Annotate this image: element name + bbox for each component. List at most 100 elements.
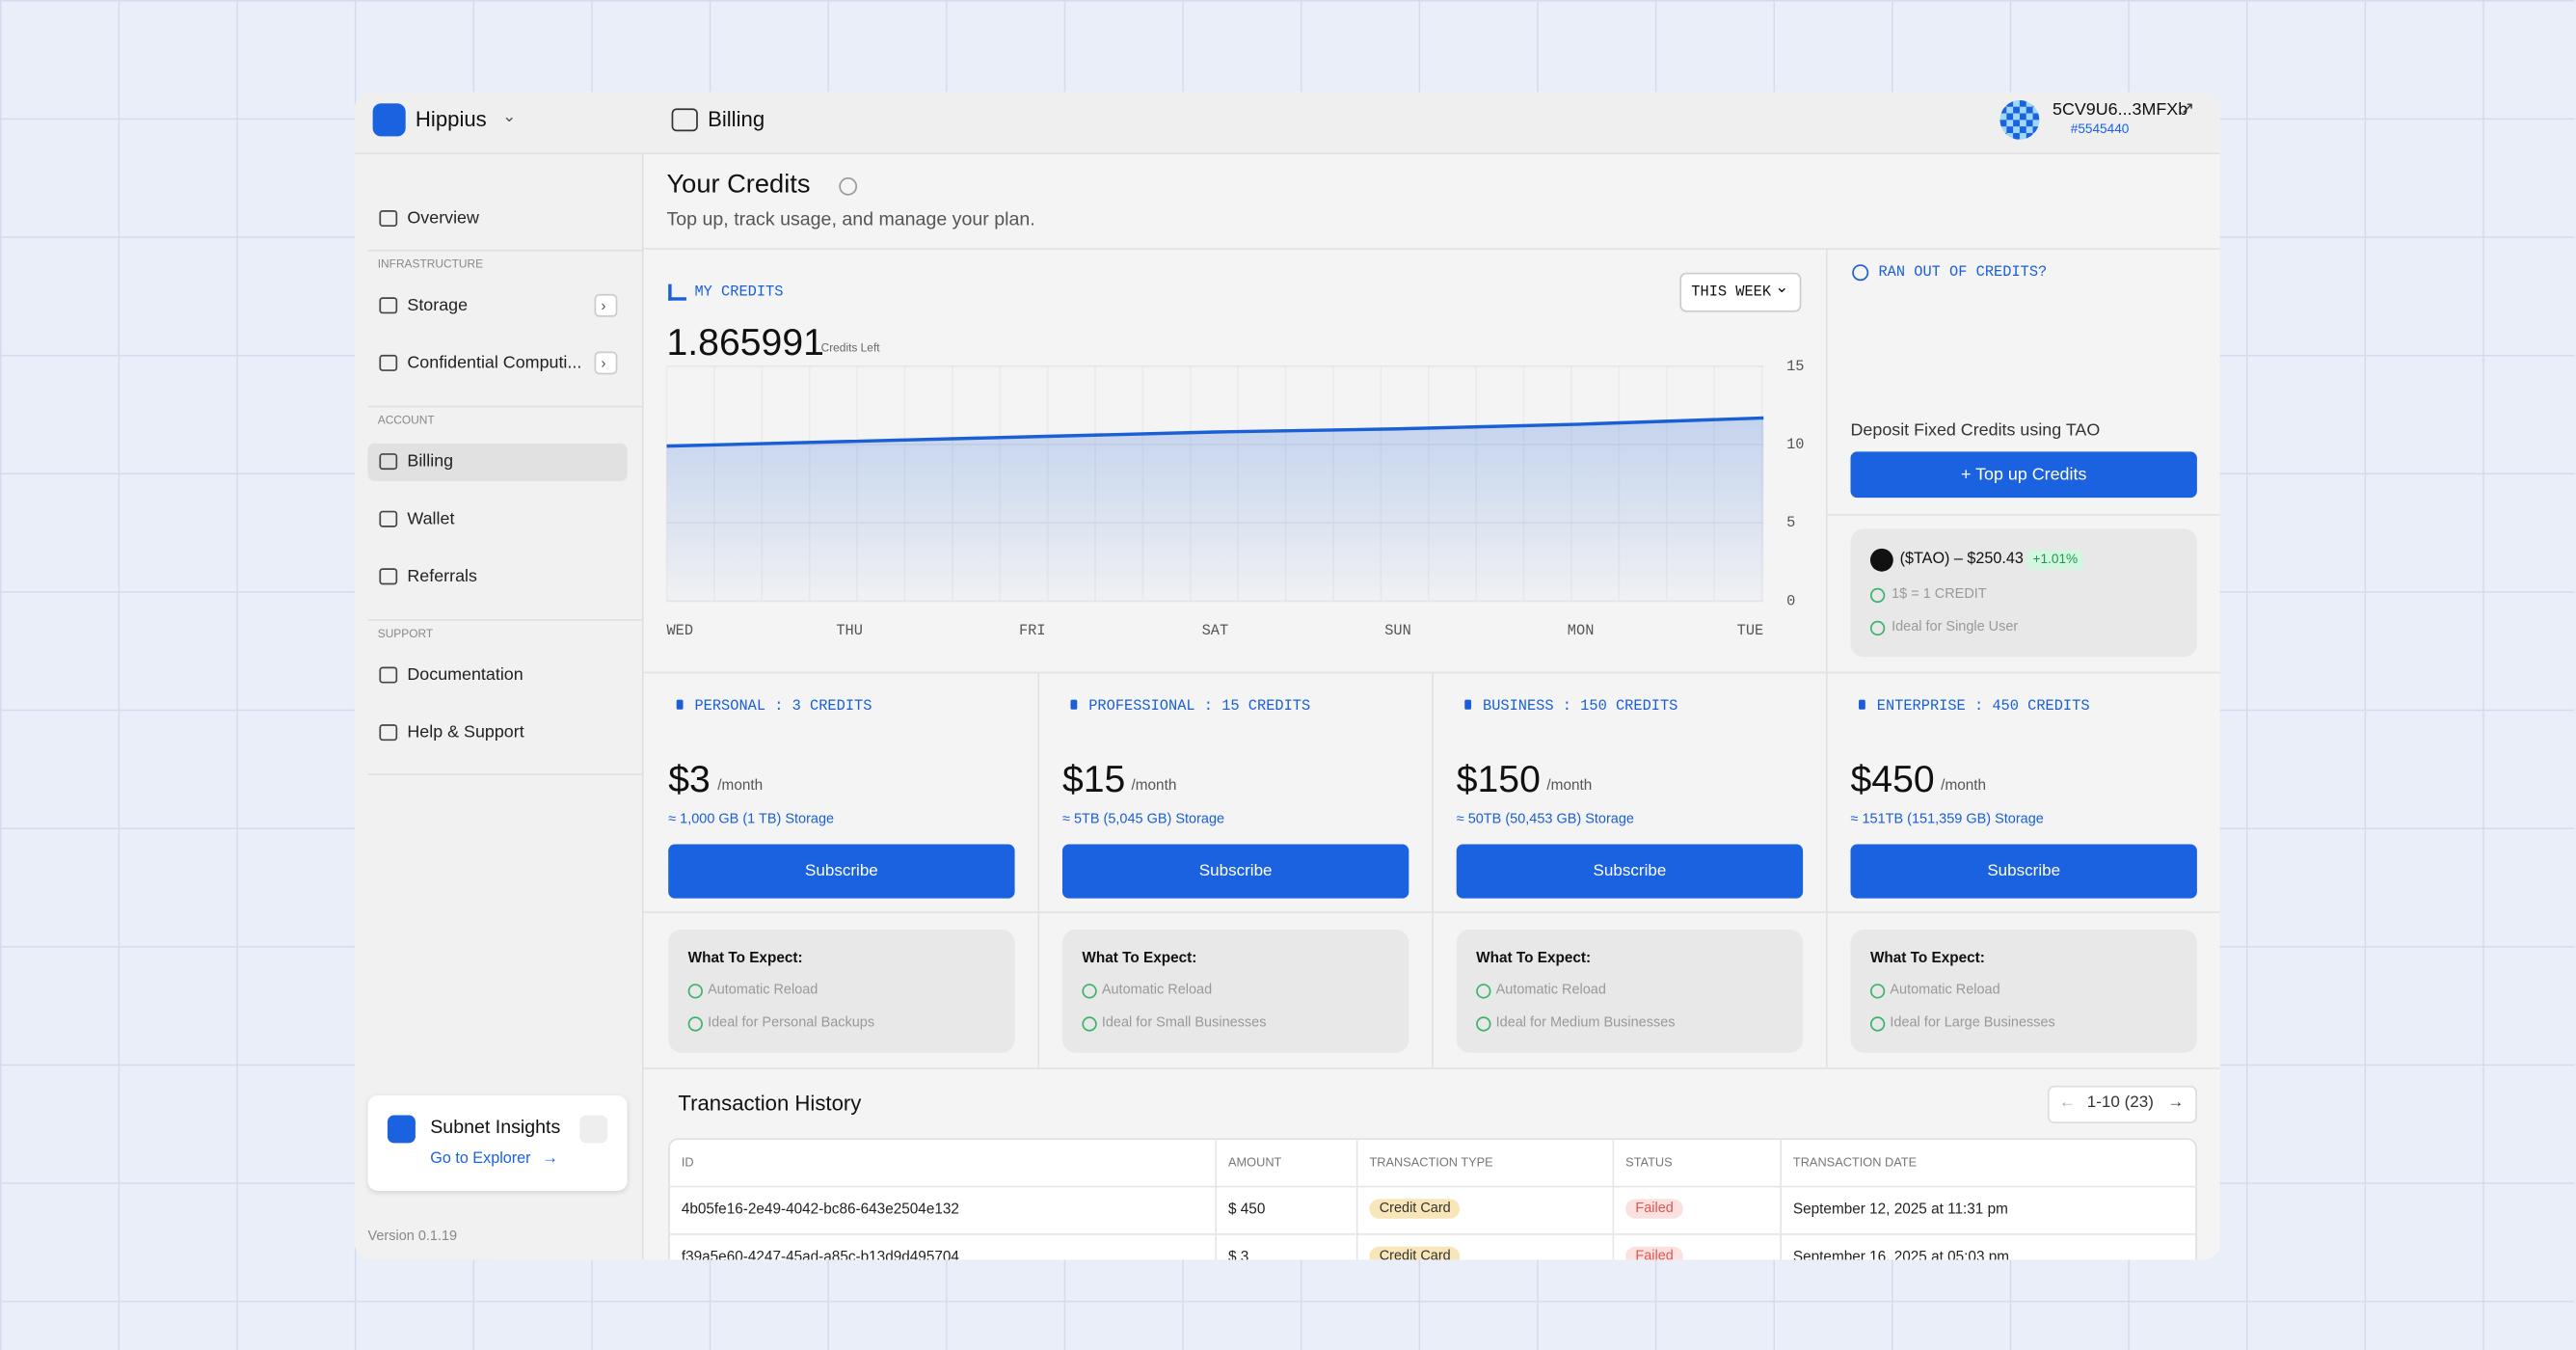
feature: Automatic Reload <box>1495 980 1606 997</box>
sidebar <box>354 92 644 1260</box>
column-divider <box>1612 1138 1615 1260</box>
x-tick-label: MON <box>1568 622 1595 639</box>
y-tick-label: 10 <box>1786 436 1804 453</box>
plan-storage: ≈ 151TB (151,359 GB) Storage <box>1850 809 2044 826</box>
account-id: #5545440 <box>2070 122 2130 138</box>
column-header: TRANSACTION TYPE <box>1369 1153 1493 1170</box>
plan-storage: ≈ 50TB (50,453 GB) Storage <box>1456 809 1634 826</box>
topup-button[interactable]: + Top up Credits <box>1850 451 2197 499</box>
line <box>666 416 1764 448</box>
divider <box>1432 671 1434 1068</box>
sidebar-toggle[interactable] <box>671 108 698 132</box>
column-header: ID <box>681 1153 694 1170</box>
chart-icon <box>668 284 686 301</box>
token-icon <box>1869 548 1893 572</box>
subscribe-button[interactable]: Subscribe <box>668 844 1015 899</box>
subscribe-button[interactable]: Subscribe <box>1850 844 2197 899</box>
row-divider <box>668 1185 2197 1188</box>
insights-title: Subnet Insights <box>430 1118 561 1139</box>
expand-button[interactable] <box>594 293 618 317</box>
type-badge: Credit Card <box>1369 1199 1461 1219</box>
feature: Automatic Reload <box>708 980 818 997</box>
period-select[interactable] <box>1679 272 1802 312</box>
expand-button[interactable] <box>594 351 618 375</box>
nav-icon <box>379 210 398 228</box>
credits-label: Credits Left <box>820 343 880 356</box>
check-icon <box>1869 984 1886 999</box>
feature: Automatic Reload <box>1101 980 1213 997</box>
external-link: ↗ <box>2180 99 2195 119</box>
expect-title: What To Expect: <box>687 948 803 965</box>
status-badge: Failed <box>1625 1246 1684 1260</box>
cell: 4b05fe16-2e49-4042-bc86-643e2504e132 <box>681 1200 959 1217</box>
plan-storage: ≈ 1,000 GB (1 TB) Storage <box>668 809 835 826</box>
expect-card <box>1850 930 2197 1053</box>
account-name: 5CV9U6...3MFXb <box>2053 99 2188 120</box>
table <box>668 1138 2197 1260</box>
check-icon <box>1082 984 1097 999</box>
plan-icon <box>1859 699 1865 710</box>
section-label: SUPPORT <box>377 629 434 641</box>
expect-card <box>1061 930 1409 1053</box>
plan-icon <box>676 699 684 710</box>
cell: f39a5e60-4247-45ad-a85c-b13d9d495704 <box>681 1247 959 1260</box>
avatar <box>1999 99 2040 140</box>
divider <box>367 619 644 621</box>
expand-arrow: › <box>601 354 606 371</box>
nav-item: Confidential Computi... <box>407 352 582 373</box>
x-tick-label: TUE <box>1737 622 1764 639</box>
feature: Ideal for Small Businesses <box>1101 1012 1267 1030</box>
period-label: THIS WEEK <box>1691 284 1772 301</box>
page-title: Your Credits <box>666 170 811 199</box>
row-divider <box>668 1233 2197 1235</box>
plan-title: PROFESSIONAL : 15 CREDITS <box>1088 697 1311 715</box>
section-label: ACCOUNT <box>377 416 435 427</box>
plan-price: $15 <box>1061 756 1126 800</box>
insights-card[interactable] <box>367 1095 628 1191</box>
nav-item: Storage <box>407 294 469 315</box>
cell: September 16, 2025 at 05:03 pm <box>1792 1247 2010 1260</box>
x-tick-label: THU <box>836 622 863 639</box>
section-label: INFRASTRUCTURE <box>377 259 484 272</box>
nav-item: Billing <box>407 450 454 472</box>
feature: Ideal for Personal Backups <box>708 1012 875 1030</box>
divider <box>367 249 644 252</box>
type-badge: Credit Card <box>1369 1246 1461 1260</box>
feature: Ideal for Medium Businesses <box>1495 1012 1676 1030</box>
check-icon <box>1082 1016 1097 1032</box>
nav-icon <box>379 297 398 314</box>
subscribe-button[interactable]: Subscribe <box>1456 844 1804 899</box>
app-window: Hippius ⌄ Overview INFRASTRUCTURE Storage › Co… <box>354 92 2220 1260</box>
expand-arrow: › <box>601 296 606 313</box>
plan-title: ENTERPRISE : 450 CREDITS <box>1876 697 2090 715</box>
check-icon <box>1869 620 1886 636</box>
divider <box>367 405 644 408</box>
token-price: ($TAO) – $250.43 <box>1899 551 2024 569</box>
pagination[interactable] <box>2047 1085 2197 1123</box>
arrow: → <box>542 1149 559 1168</box>
column-header: STATUS <box>1625 1153 1673 1170</box>
credits-chart: 0 5 10 15 WED THU FRI SAT SUN MON TUE <box>665 358 1804 639</box>
version: Version 0.1.19 <box>367 1227 458 1244</box>
cell: September 12, 2025 at 11:31 pm <box>1792 1200 2008 1217</box>
y-tick-label: 0 <box>1786 592 1795 609</box>
expect-card <box>1456 930 1804 1053</box>
chart-title: MY CREDITS <box>694 284 784 301</box>
column-divider <box>1780 1138 1782 1260</box>
status-badge: Failed <box>1625 1199 1684 1219</box>
subscribe-button[interactable]: Subscribe <box>1061 844 1409 899</box>
plan-period: /month <box>1546 776 1593 794</box>
brand-name: Hippius <box>415 106 487 132</box>
transactions-title: Transaction History <box>678 1090 862 1116</box>
expect-card <box>668 930 1015 1053</box>
divider <box>367 773 644 775</box>
cell: $ 3 <box>1227 1247 1249 1260</box>
chevron: ⌄ <box>502 108 517 127</box>
column-divider <box>1355 1138 1358 1260</box>
divider <box>1037 671 1040 1068</box>
check-icon <box>1476 1016 1491 1032</box>
help-icon <box>1852 264 1869 282</box>
expect-title: What To Expect: <box>1869 948 1985 965</box>
check-icon <box>1869 587 1886 604</box>
feature: Automatic Reload <box>1890 980 2000 997</box>
